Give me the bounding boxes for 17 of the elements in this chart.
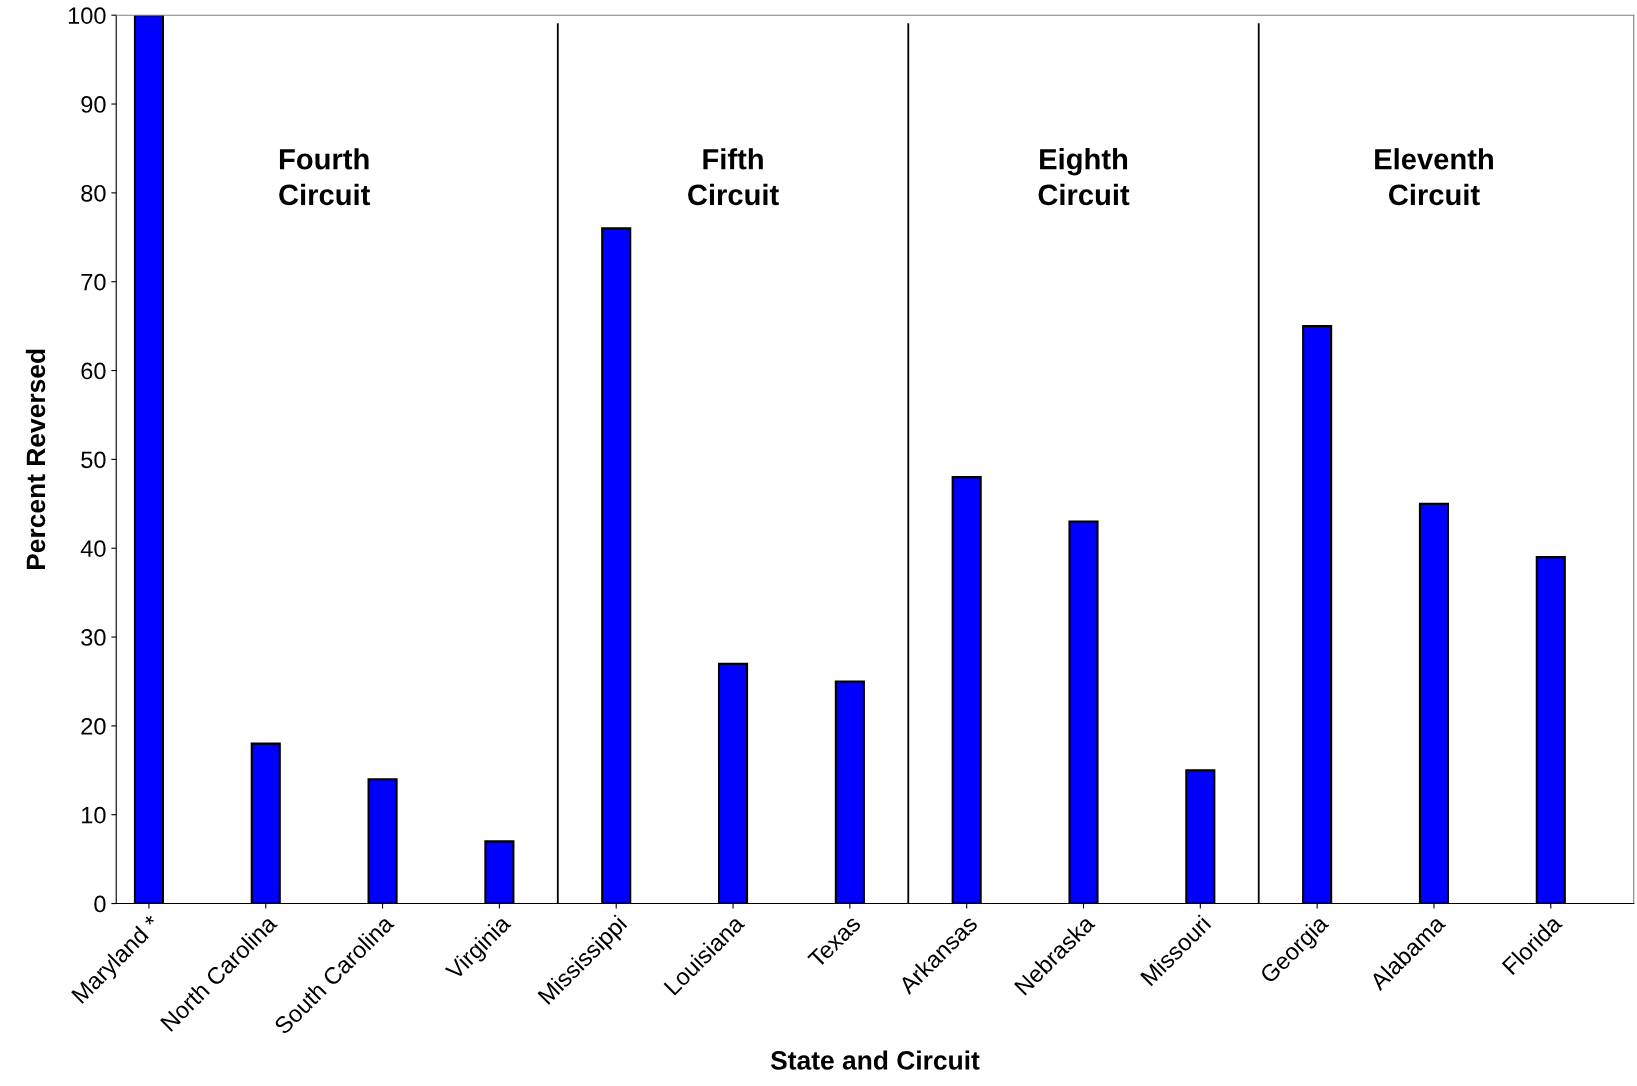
y-tick-label: 40 [80, 540, 106, 557]
annotation: Fifth Circuit [688, 148, 779, 206]
y-tick-label: 60 [81, 362, 106, 380]
y-axis-title: Percent Reversed [25, 349, 46, 570]
y-tick-label: 0 [94, 895, 106, 913]
y-tick-label: 80 [81, 184, 106, 202]
y-tick-label: 10 [82, 806, 106, 824]
annotation: Eleventh Circuit [1375, 148, 1493, 206]
y-tick-label: 100 [68, 7, 106, 24]
y-tick-label: 50 [81, 451, 106, 469]
y-tick-label: 90 [81, 96, 106, 113]
y-tick-label: 20 [81, 717, 106, 735]
annotation: Fourth Circuit [279, 148, 370, 206]
y-tick-label: 70 [81, 273, 106, 291]
annotation: Eighth Circuit [1038, 148, 1130, 206]
y-tick-label: 30 [81, 629, 106, 646]
x-axis-title: State and Circuit [770, 1050, 980, 1070]
